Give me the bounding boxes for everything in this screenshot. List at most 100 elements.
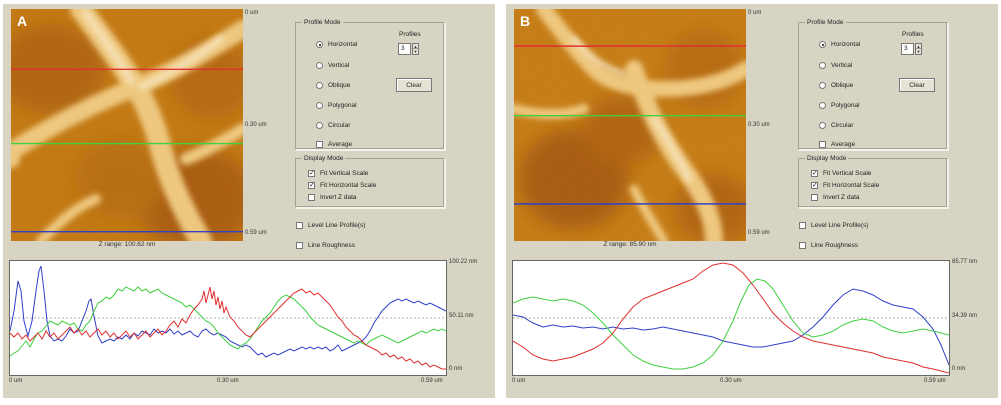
radio-oblique[interactable]: Oblique <box>316 82 350 89</box>
display-mode-title: Display Mode <box>805 155 849 162</box>
chart-x-left-label: 0 um <box>512 378 526 384</box>
radio-button[interactable] <box>316 82 323 89</box>
spin-up-icon[interactable]: ▲ <box>413 44 418 49</box>
chart-y-mid-label: 50.11 nm <box>449 313 474 319</box>
radio-oblique[interactable]: Oblique <box>819 82 853 89</box>
radio-label: Horizontal <box>328 41 358 48</box>
chart-y-bottom-label: 0 nm <box>952 366 966 372</box>
chart-x-mid-label: 0.30 um <box>720 378 742 384</box>
checkbox-label: Line Roughness <box>811 242 858 249</box>
image-axis-bottom: 0.59 um <box>748 230 770 236</box>
checkbox-label: Average <box>831 141 856 148</box>
checkbox-level-line-profiles[interactable]: Level Line Profile(s) <box>296 222 365 229</box>
profile-chart-svg <box>513 262 949 374</box>
checkbox-label: Average <box>328 141 353 148</box>
radio-button[interactable] <box>316 41 323 48</box>
profiles-spinner[interactable]: ▲ ▼ <box>412 43 419 55</box>
radio-label: Oblique <box>831 82 854 89</box>
radio-polygonal[interactable]: Polygonal <box>316 102 357 109</box>
image-axis-top: 0 um <box>748 10 762 16</box>
checkbox-label: Invert Z data <box>823 194 860 201</box>
checkbox-label: Invert Z data <box>320 194 357 201</box>
afm-height-image[interactable]: B <box>514 9 746 241</box>
profiles-label: Profiles <box>399 31 421 38</box>
radio-label: Vertical <box>831 62 853 69</box>
checkbox[interactable]: ✓ <box>308 170 315 177</box>
radio-button[interactable] <box>316 122 323 129</box>
checkbox[interactable] <box>296 242 303 249</box>
checkbox[interactable]: ✓ <box>308 182 315 189</box>
profile-curve-red <box>513 262 949 374</box>
clear-button[interactable]: Clear <box>396 78 432 92</box>
checkbox-fit-vertical-scale[interactable]: ✓ Fit Vertical Scale <box>308 170 368 177</box>
profile-mode-title: Profile Mode <box>302 19 343 26</box>
checkbox-fit-vertical-scale[interactable]: ✓ Fit Vertical Scale <box>811 170 871 177</box>
panel-letter: A <box>17 13 28 29</box>
checkbox[interactable] <box>799 242 806 249</box>
radio-vertical[interactable]: Vertical <box>819 62 852 69</box>
chart-x-left-label: 0 um <box>9 378 23 384</box>
radio-circular[interactable]: Circular <box>316 122 350 129</box>
afm-image-svg <box>11 9 243 241</box>
checkbox-fit-horizontal-scale[interactable]: ✓ Fit Horizontal Scale <box>308 182 376 189</box>
radio-horizontal[interactable]: Horizontal <box>819 41 860 48</box>
checkbox[interactable] <box>308 194 315 201</box>
checkbox-level-line-profiles[interactable]: Level Line Profile(s) <box>799 222 868 229</box>
profiles-count-field[interactable]: 3 <box>398 43 411 55</box>
afm-panel-a: A 0 um 0.30 um 0.59 um Z range: 100.62 n… <box>3 4 495 398</box>
checkbox-fit-horizontal-scale[interactable]: ✓ Fit Horizontal Scale <box>811 182 879 189</box>
radio-button[interactable] <box>819 102 826 109</box>
afm-panel-b: B 0 um 0.30 um 0.59 um Z range: 85.90 nm… <box>506 4 998 398</box>
profile-curve-green <box>10 286 446 357</box>
radio-label: Horizontal <box>831 41 861 48</box>
radio-polygonal[interactable]: Polygonal <box>819 102 860 109</box>
chart-x-right-label: 0.59 um <box>421 378 443 384</box>
spin-down-icon[interactable]: ▼ <box>413 49 418 54</box>
checkbox-line-roughness[interactable]: Line Roughness <box>296 242 355 249</box>
z-range-label: Z range: 85.90 nm <box>603 241 657 248</box>
checkbox[interactable] <box>316 141 323 148</box>
checkbox-average[interactable]: Average <box>819 141 855 148</box>
checkbox-label: Line Roughness <box>308 242 355 249</box>
checkbox[interactable] <box>819 141 826 148</box>
radio-label: Circular <box>328 122 351 129</box>
spin-down-icon[interactable]: ▼ <box>916 49 921 54</box>
radio-button[interactable] <box>316 62 323 69</box>
checkbox-average[interactable]: Average <box>316 141 352 148</box>
spin-up-icon[interactable]: ▲ <box>916 44 921 49</box>
radio-button[interactable] <box>819 122 826 129</box>
profiles-spinner[interactable]: ▲ ▼ <box>915 43 922 55</box>
checkbox-line-roughness[interactable]: Line Roughness <box>799 242 858 249</box>
checkbox[interactable] <box>296 222 303 229</box>
panel-letter: B <box>520 13 531 29</box>
clear-button[interactable]: Clear <box>899 78 935 92</box>
radio-label: Oblique <box>328 82 351 89</box>
checkbox[interactable]: ✓ <box>811 182 818 189</box>
radio-button[interactable] <box>819 82 826 89</box>
radio-button[interactable] <box>819 41 826 48</box>
chart-y-bottom-label: 0 nm <box>449 366 463 372</box>
chart-y-top-label: 100.22 nm <box>449 259 478 265</box>
radio-label: Vertical <box>328 62 350 69</box>
profile-curve-blue <box>10 265 446 358</box>
profile-chart-svg <box>10 265 446 370</box>
checkbox[interactable] <box>811 194 818 201</box>
height-profile-chart[interactable] <box>512 260 950 376</box>
checkbox[interactable]: ✓ <box>811 170 818 177</box>
radio-vertical[interactable]: Vertical <box>316 62 349 69</box>
radio-button[interactable] <box>316 102 323 109</box>
checkbox-invert-z[interactable]: Invert Z data <box>811 194 860 201</box>
radio-button[interactable] <box>819 62 826 69</box>
checkbox-label: Level Line Profile(s) <box>308 222 366 229</box>
display-mode-group: Display Mode ✓ Fit Vertical Scale ✓ Fit Ho… <box>798 155 948 208</box>
profiles-count-field[interactable]: 3 <box>901 43 914 55</box>
radio-circular[interactable]: Circular <box>819 122 853 129</box>
checkbox[interactable] <box>799 222 806 229</box>
checkbox-invert-z[interactable]: Invert Z data <box>308 194 357 201</box>
checkbox-label: Fit Vertical Scale <box>320 170 369 177</box>
height-profile-chart[interactable] <box>9 260 447 376</box>
profile-curve-red <box>10 286 446 370</box>
radio-horizontal[interactable]: Horizontal <box>316 41 357 48</box>
image-axis-top: 0 um <box>245 10 259 16</box>
afm-height-image[interactable]: A <box>11 9 243 241</box>
